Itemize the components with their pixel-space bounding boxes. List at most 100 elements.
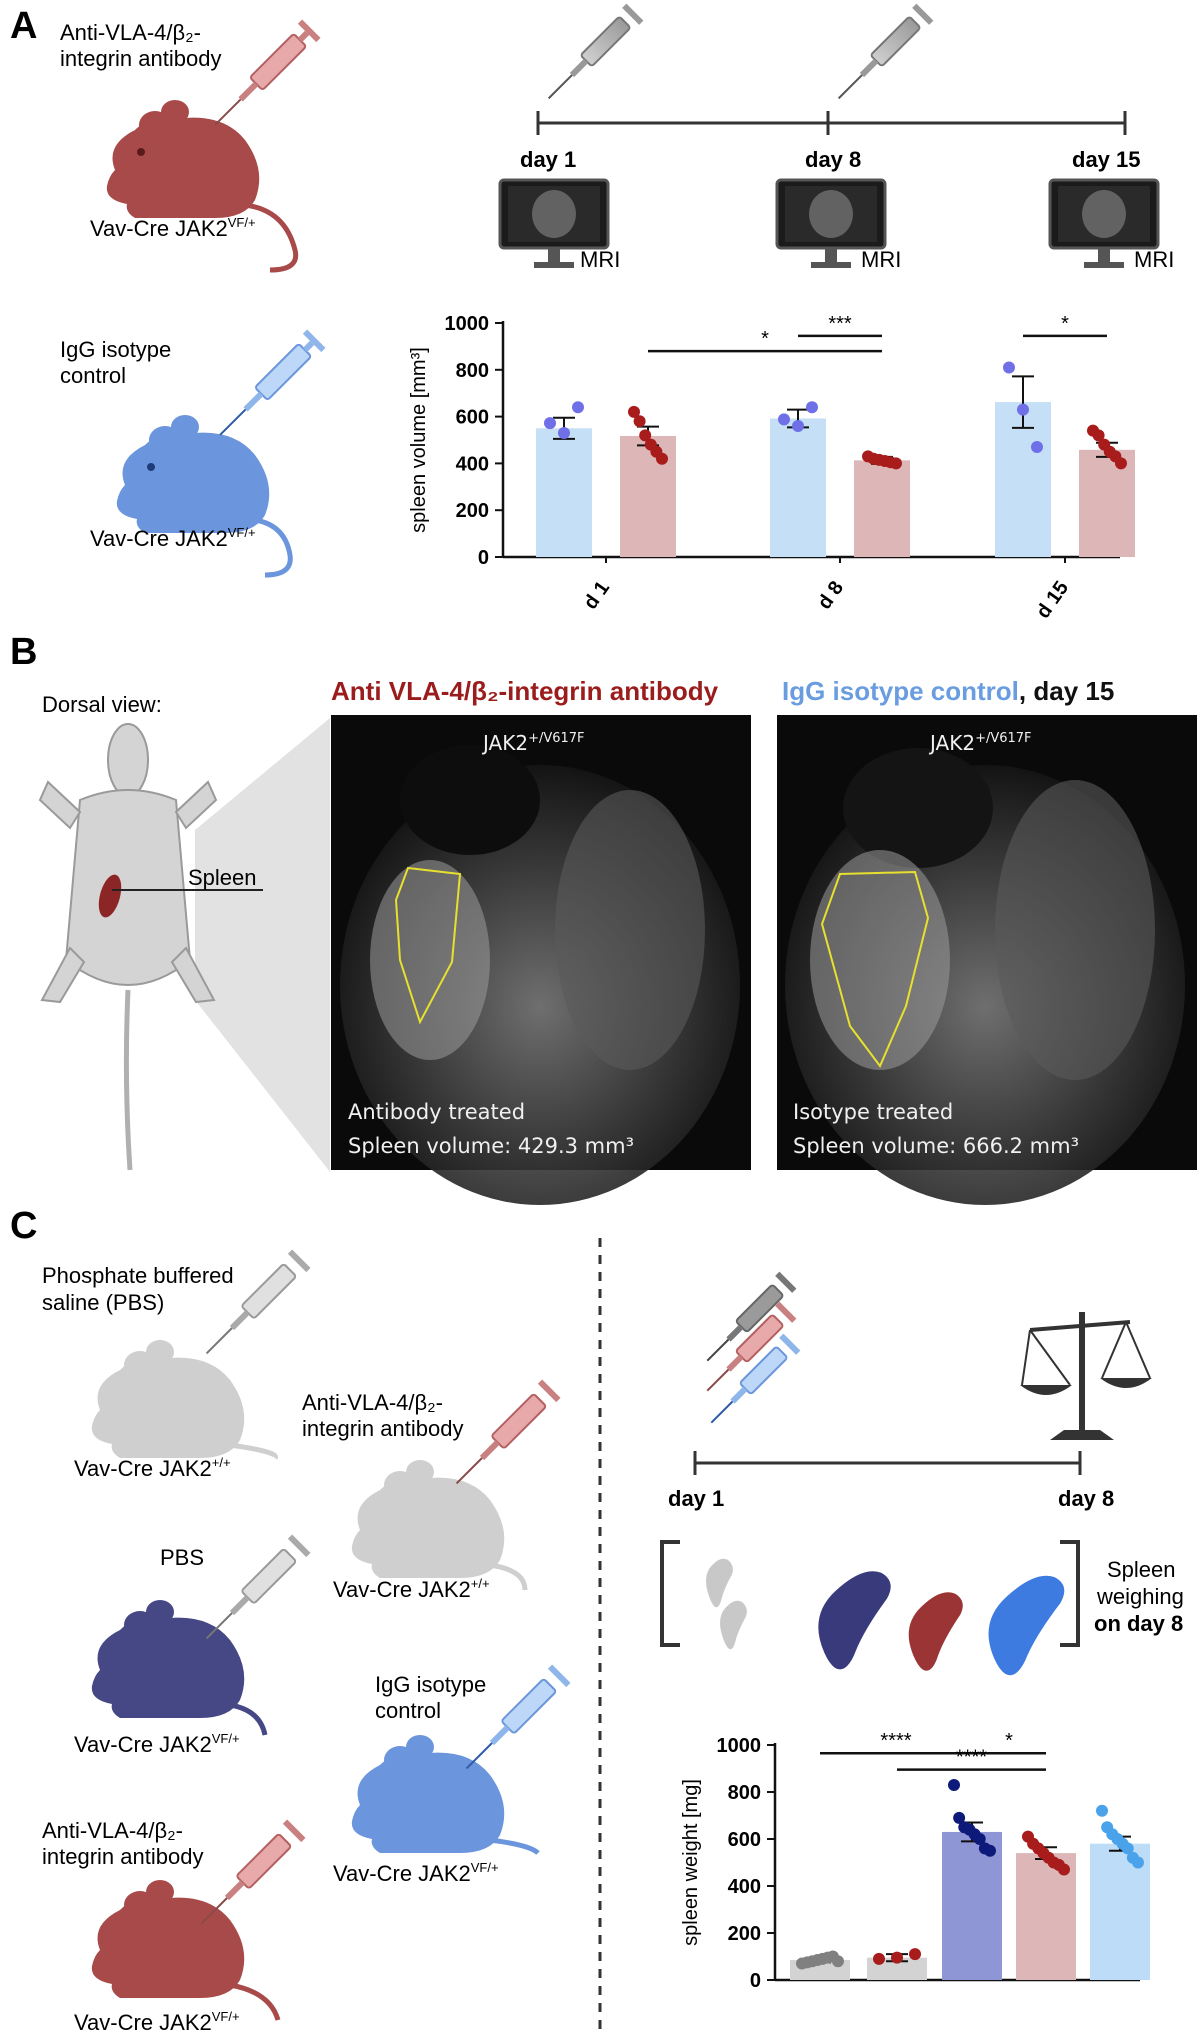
data-point bbox=[544, 417, 556, 430]
mri-label: MRI bbox=[580, 247, 620, 272]
syringe-gray-icon bbox=[706, 1271, 797, 1362]
data-point bbox=[832, 1955, 844, 1968]
panel-label-c: C bbox=[10, 1205, 37, 1247]
panel-label-a: A bbox=[10, 5, 37, 47]
dorsal-mouse-icon bbox=[38, 718, 330, 1172]
data-point bbox=[1132, 1856, 1144, 1869]
data-point bbox=[1092, 429, 1105, 442]
x-tick-label: d 8 bbox=[813, 577, 848, 613]
dorsal-view-label: Dorsal view: bbox=[42, 692, 162, 717]
timeline-day15: day 15 bbox=[1072, 147, 1141, 172]
mri-label: MRI bbox=[1134, 247, 1174, 272]
timeline-c-day1: day 1 bbox=[668, 1486, 724, 1511]
red-mouse-icon bbox=[106, 100, 299, 273]
group1-label-line1: Anti-VLA-4/β₂- bbox=[60, 20, 201, 45]
y-tick-label: 600 bbox=[456, 407, 489, 429]
timeline-c-day8: day 8 bbox=[1058, 1486, 1114, 1511]
spleen-icon bbox=[712, 1598, 758, 1651]
mri-image-left: JAK2+/V617F Antibody treated Spleen volu… bbox=[331, 715, 751, 1205]
antibody-wt-label-line2: integrin antibody bbox=[302, 1416, 463, 1441]
bar bbox=[1079, 449, 1135, 557]
blue-mouse-icon bbox=[351, 1735, 540, 1855]
x-tick-label: d 15 bbox=[1032, 577, 1073, 622]
data-point bbox=[953, 1811, 966, 1824]
y-axis-label: spleen volume [mm³] bbox=[408, 347, 430, 533]
pbs-wt-mouse-label: Vav-Cre JAK2+/+ bbox=[74, 1455, 231, 1481]
spleen-label: Spleen bbox=[188, 865, 257, 890]
x-tick-label: d 1 bbox=[579, 577, 614, 613]
mri-label: MRI bbox=[861, 247, 901, 272]
mri-left-caption1: Antibody treated bbox=[348, 1100, 525, 1124]
group1-mouse-label: Vav-Cre JAK2VF/+ bbox=[90, 215, 256, 241]
bar bbox=[620, 436, 676, 557]
group2-mouse-label: Vav-Cre JAK2VF/+ bbox=[90, 525, 256, 551]
mri-monitor-icon bbox=[1048, 178, 1160, 268]
timeline-a bbox=[536, 111, 1127, 135]
gray-mouse-icon bbox=[351, 1460, 528, 1591]
data-point bbox=[1058, 1863, 1070, 1876]
data-point bbox=[778, 413, 790, 426]
timeline-c bbox=[693, 1451, 1082, 1475]
data-point bbox=[891, 1951, 903, 1964]
syringe-blue-icon bbox=[710, 1333, 801, 1424]
timeline-day1: day 1 bbox=[520, 147, 576, 172]
data-point bbox=[873, 1952, 885, 1965]
significance-label: * bbox=[761, 328, 769, 350]
spleen-weighing-line1: Spleen bbox=[1107, 1557, 1176, 1582]
data-point bbox=[973, 1833, 986, 1845]
y-tick-label: 1000 bbox=[717, 1735, 762, 1757]
navy-mouse-icon bbox=[91, 1600, 268, 1736]
pbs-vf-mouse-label: Vav-Cre JAK2VF/+ bbox=[74, 1731, 240, 1757]
panel-label-b: B bbox=[10, 631, 37, 673]
mri-image-right: JAK2+/V617F Isotype treated Spleen volum… bbox=[777, 715, 1197, 1205]
data-point bbox=[1031, 441, 1043, 454]
syringe-red-icon bbox=[214, 19, 321, 126]
spleen-icon bbox=[698, 1556, 744, 1609]
data-point bbox=[628, 405, 640, 418]
mri-monitor-icon bbox=[498, 178, 610, 268]
data-point bbox=[558, 426, 570, 439]
data-point bbox=[572, 401, 584, 414]
balance-scale-icon bbox=[1020, 1312, 1152, 1440]
data-point bbox=[890, 457, 902, 470]
data-point bbox=[984, 1844, 996, 1857]
mri-title-left: Anti VLA-4/β₂-integrin antibody bbox=[331, 676, 719, 706]
syringe-red-icon bbox=[455, 1379, 561, 1485]
gray-mouse-icon bbox=[91, 1340, 278, 1460]
mri-left-genotype: JAK2+/V617F bbox=[481, 731, 585, 755]
significance-label: * bbox=[1005, 1730, 1013, 1752]
y-tick-label: 200 bbox=[456, 500, 489, 522]
data-point bbox=[1121, 1842, 1134, 1855]
data-point bbox=[806, 401, 818, 414]
mri-title-right: IgG isotype control, day 15 bbox=[782, 676, 1114, 706]
significance-label: *** bbox=[828, 313, 852, 335]
isotype-mouse-label: Vav-Cre JAK2VF/+ bbox=[333, 1860, 499, 1886]
spleen-weighing-line3: on day 8 bbox=[1094, 1611, 1183, 1636]
significance-label: **** bbox=[956, 1747, 987, 1769]
spleen-volume-chart: 0 200 400 600 800 1000 spleen volume [mm³] d 1 d… bbox=[408, 313, 1135, 623]
y-tick-label: 400 bbox=[728, 1876, 761, 1898]
timeline-day8: day 8 bbox=[805, 147, 861, 172]
mri-right-caption2: Spleen volume: 666.2 mm³ bbox=[793, 1134, 1079, 1158]
y-tick-label: 1000 bbox=[445, 313, 490, 335]
antibody-vf-label-line2: integrin antibody bbox=[42, 1844, 203, 1869]
bar bbox=[942, 1831, 1002, 1980]
syringe-gray-icon bbox=[837, 3, 934, 100]
y-tick-label: 200 bbox=[728, 1923, 761, 1945]
y-tick-label: 0 bbox=[478, 547, 489, 569]
pbs-label-line1: Phosphate buffered bbox=[42, 1263, 234, 1288]
spleen-icon bbox=[971, 1568, 1089, 1680]
blue-mouse-icon bbox=[116, 415, 293, 578]
y-tick-label: 800 bbox=[456, 360, 489, 382]
spleen-icon bbox=[894, 1586, 983, 1674]
data-point bbox=[909, 1948, 921, 1961]
group2-label-line2: control bbox=[60, 363, 126, 388]
pbs-label-line2: saline (PBS) bbox=[42, 1290, 164, 1315]
mri-monitor-icon bbox=[775, 178, 887, 268]
antibody-wt-mouse-label: Vav-Cre JAK2+/+ bbox=[333, 1576, 490, 1602]
spleen-comparison bbox=[660, 1540, 1089, 1680]
group1-label-line2: integrin antibody bbox=[60, 46, 221, 71]
significance-label: * bbox=[1061, 313, 1069, 335]
